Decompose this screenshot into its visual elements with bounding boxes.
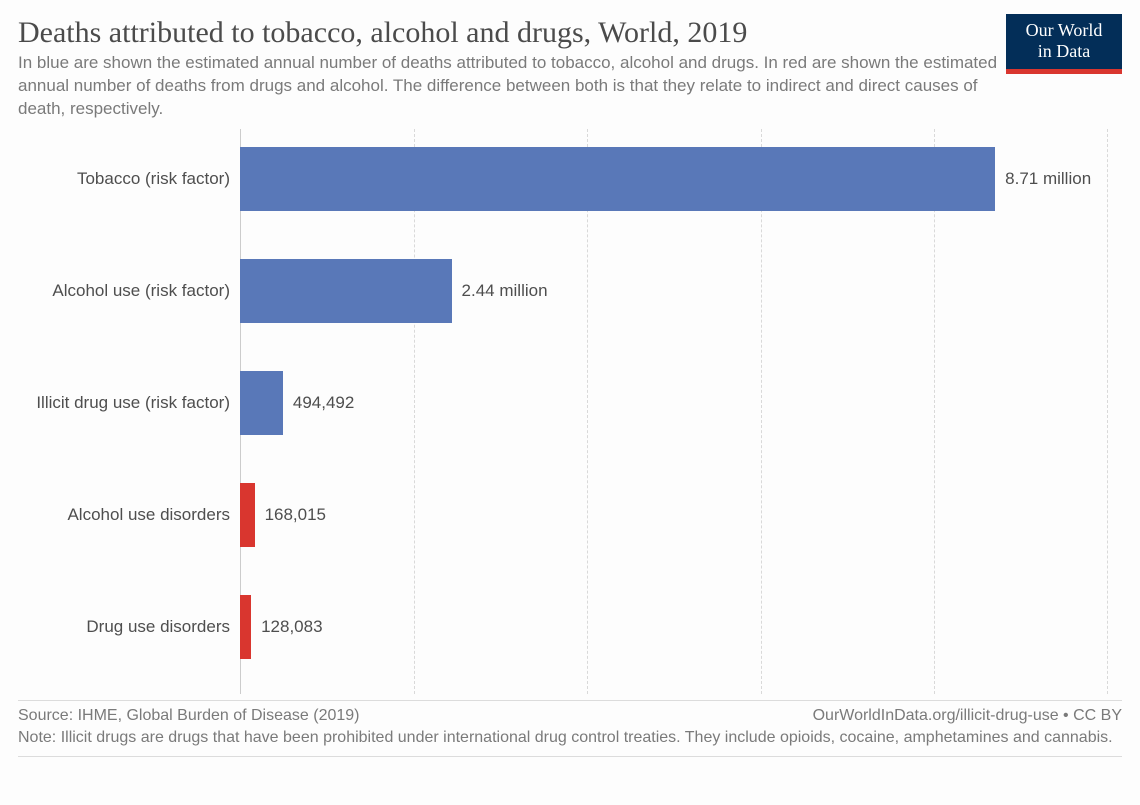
bar: 168,015	[240, 483, 255, 547]
footer-top-row: Source: IHME, Global Burden of Disease (…	[18, 707, 1122, 725]
bar-row: Drug use disorders 128,083	[18, 595, 1122, 659]
bar-label: Alcohol use (risk factor)	[18, 281, 230, 301]
bar-value: 128,083	[251, 617, 322, 637]
bar-label: Alcohol use disorders	[18, 505, 230, 525]
owid-logo-bar	[1006, 69, 1122, 74]
bar-row: Tobacco (risk factor) 8.71 million	[18, 147, 1122, 211]
source-text: Source: IHME, Global Burden of Disease (…	[18, 707, 360, 725]
bar: 128,083	[240, 595, 251, 659]
bar: 494,492	[240, 371, 283, 435]
bar-value: 168,015	[255, 505, 326, 525]
bar-label: Illicit drug use (risk factor)	[18, 393, 230, 413]
bar-row: Illicit drug use (risk factor) 494,492	[18, 371, 1122, 435]
bar-value: 2.44 million	[452, 281, 548, 301]
bar: 2.44 million	[240, 259, 452, 323]
chart-footer: Source: IHME, Global Burden of Disease (…	[18, 700, 1122, 758]
chart-title: Deaths attributed to tobacco, alcohol an…	[18, 16, 1122, 50]
bar-label: Drug use disorders	[18, 617, 230, 637]
bar-value: 494,492	[283, 393, 354, 413]
page: Our World in Data Deaths attributed to t…	[0, 0, 1140, 805]
bar-row: Alcohol use (risk factor) 2.44 million	[18, 259, 1122, 323]
footer-note: Note: Illicit drugs are drugs that have …	[18, 727, 1122, 749]
owid-logo-line1: Our World	[1010, 20, 1118, 41]
owid-logo: Our World in Data	[1006, 14, 1122, 74]
owid-logo-line2: in Data	[1010, 41, 1118, 62]
bar-label: Tobacco (risk factor)	[18, 169, 230, 189]
attribution-text: OurWorldInData.org/illicit-drug-use • CC…	[813, 707, 1122, 725]
bar-value: 8.71 million	[995, 169, 1091, 189]
bar-chart: Tobacco (risk factor) 8.71 million Alcohol…	[18, 129, 1122, 694]
chart-subtitle: In blue are shown the estimated annual n…	[18, 52, 998, 121]
bar: 8.71 million	[240, 147, 995, 211]
bar-row: Alcohol use disorders 168,015	[18, 483, 1122, 547]
owid-logo-text: Our World in Data	[1006, 14, 1122, 69]
